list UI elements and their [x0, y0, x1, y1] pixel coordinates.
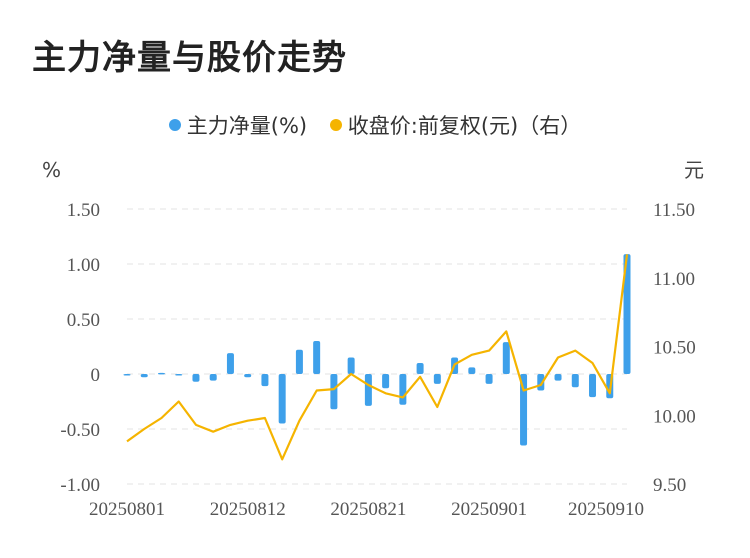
bar — [261, 374, 269, 387]
x-tick-label: 20250821 — [330, 499, 406, 520]
price-line — [126, 254, 629, 461]
left-tick-label: 1.00 — [67, 255, 100, 276]
legend-dot-line-icon — [329, 119, 342, 131]
bar — [140, 374, 148, 378]
right-axis-unit: 元 — [684, 158, 704, 182]
right-tick-label: 10.50 — [653, 338, 696, 359]
bar — [347, 357, 355, 374]
left-tick-label: 0.50 — [67, 310, 100, 331]
bar — [571, 374, 579, 388]
left-tick-label: -0.50 — [60, 420, 100, 441]
page-title: 主力净量与股价走势 — [32, 38, 347, 78]
x-tick-label: 20250910 — [568, 499, 644, 520]
x-tick-label: 20250901 — [451, 499, 527, 520]
left-tick-label: 1.50 — [67, 200, 100, 221]
bar — [416, 363, 424, 374]
bar — [382, 374, 390, 389]
left-tick-label: 0 — [91, 365, 101, 386]
bar — [192, 374, 200, 382]
bar — [589, 374, 597, 398]
legend-item-bar[interactable]: 主力净量(%) — [168, 110, 308, 140]
x-axis: 20250801 20250812 20250821 20250901 20250910 — [89, 499, 644, 520]
bar — [502, 342, 510, 374]
bar — [244, 374, 252, 378]
legend-label-line: 收盘价:前复权(元)（右） — [347, 114, 582, 138]
bar — [313, 341, 321, 374]
right-tick-label: 10.00 — [653, 406, 696, 427]
grid — [127, 208, 627, 485]
bar — [520, 374, 528, 446]
bars — [123, 254, 631, 446]
legend-dot-bar-icon — [168, 119, 181, 131]
bar — [330, 374, 338, 410]
left-tick-label: -1.00 — [60, 475, 100, 496]
legend-item-line[interactable]: 收盘价:前复权(元)（右） — [329, 110, 582, 140]
price-line-path — [126, 254, 629, 461]
bar — [485, 374, 493, 384]
bar — [554, 374, 562, 381]
bar — [209, 374, 217, 381]
bar — [433, 374, 441, 384]
x-tick-label: 20250801 — [89, 499, 165, 520]
right-tick-label: 11.50 — [653, 200, 695, 221]
bar — [399, 374, 407, 405]
bar — [226, 353, 234, 374]
right-axis: 11.50 11.00 10.50 10.00 9.50 — [653, 200, 696, 496]
left-axis-unit: % — [42, 158, 61, 182]
left-axis: 1.50 1.00 0.50 0 -0.50 -1.00 — [60, 200, 100, 496]
bar — [295, 349, 303, 374]
legend: 主力净量(%) 收盘价:前复权(元)（右） — [0, 110, 750, 140]
right-tick-label: 11.00 — [653, 269, 695, 290]
bar — [623, 254, 631, 374]
bar — [278, 374, 286, 424]
bar — [364, 374, 372, 406]
bar — [468, 367, 476, 374]
bar — [157, 372, 165, 375]
bar — [123, 374, 131, 376]
bar — [175, 374, 183, 376]
legend-label-bar: 主力净量(%) — [186, 114, 308, 138]
x-tick-label: 20250812 — [210, 499, 286, 520]
right-tick-label: 9.50 — [653, 475, 686, 496]
